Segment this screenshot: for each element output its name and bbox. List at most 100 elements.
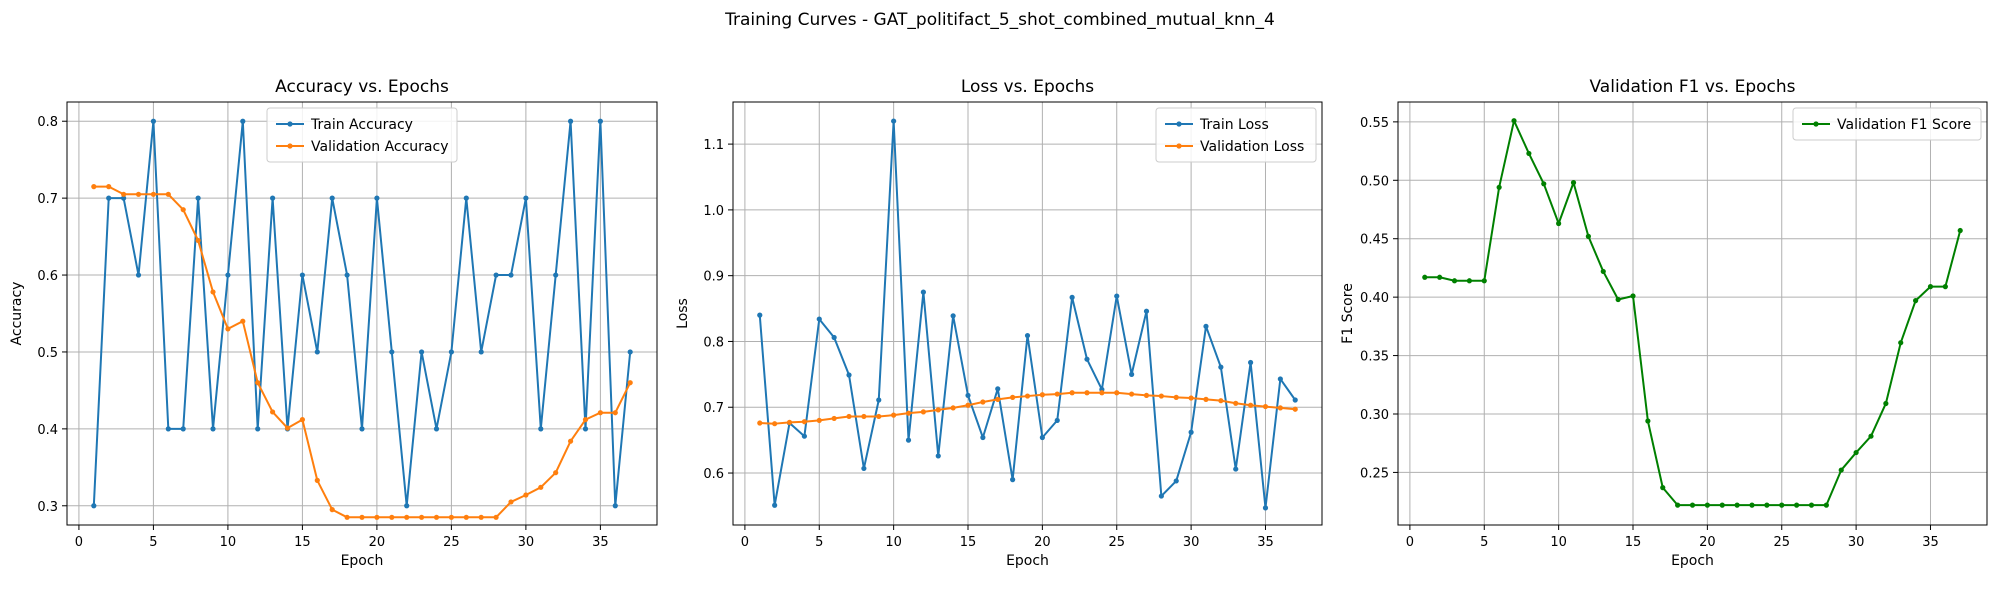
data-point — [1645, 418, 1651, 424]
data-point — [1218, 398, 1224, 404]
data-point — [567, 118, 574, 124]
data-point — [240, 318, 246, 324]
data-point — [1054, 417, 1060, 424]
data-point — [329, 507, 335, 513]
data-point — [1069, 294, 1075, 300]
data-point — [757, 312, 763, 318]
data-point — [861, 413, 867, 420]
data-point — [1233, 466, 1239, 472]
x-tick-label: 30 — [1848, 535, 1865, 550]
data-point — [374, 195, 380, 201]
plot-frame — [66, 101, 658, 526]
y-tick-label: 0.45 — [1360, 233, 1389, 248]
data-point — [225, 326, 231, 332]
data-point — [314, 477, 320, 483]
data-point — [1838, 467, 1844, 473]
data-point — [1600, 268, 1606, 275]
data-point — [195, 195, 201, 201]
data-point — [1292, 397, 1298, 403]
data-point — [1764, 502, 1770, 508]
data-point — [876, 397, 882, 403]
data-point — [1630, 293, 1636, 299]
data-point — [1794, 502, 1800, 508]
data-point — [135, 191, 142, 197]
data-point — [1466, 278, 1472, 284]
data-point — [418, 514, 425, 520]
data-point — [463, 514, 469, 520]
data-point — [121, 191, 127, 197]
data-point — [299, 272, 306, 278]
data-point — [627, 380, 633, 386]
data-point — [359, 514, 365, 520]
x-tick-label: 30 — [1183, 535, 1200, 550]
data-point — [523, 195, 529, 201]
data-point — [1203, 323, 1209, 329]
legend-box — [266, 107, 458, 163]
data-point — [980, 434, 986, 441]
data-point — [801, 419, 807, 425]
data-point — [1556, 220, 1562, 227]
data-point — [1262, 403, 1269, 410]
data-point — [1868, 433, 1874, 439]
data-point — [180, 426, 186, 432]
data-point — [891, 118, 897, 124]
grid — [733, 102, 1322, 525]
y-axis-label: F1 Score — [1340, 283, 1356, 344]
data-point — [1942, 284, 1948, 290]
data-point — [389, 514, 395, 520]
x-tick-label: 5 — [149, 535, 157, 550]
data-point — [1158, 493, 1164, 499]
x-tick-label: 15 — [1625, 535, 1642, 550]
data-point — [433, 514, 440, 520]
data-point — [861, 465, 867, 472]
data-point — [1143, 392, 1150, 399]
data-point — [1129, 371, 1135, 377]
legend-marker — [1176, 121, 1182, 127]
data-point — [418, 349, 425, 355]
data-point — [1749, 502, 1755, 508]
data-point — [1024, 332, 1031, 339]
data-point — [1957, 227, 1963, 234]
x-tick-label: 25 — [1773, 535, 1790, 550]
x-tick-label: 35 — [592, 535, 609, 550]
data-point — [1188, 395, 1194, 401]
data-point — [1898, 340, 1904, 346]
data-point — [1422, 274, 1428, 280]
data-point — [1188, 429, 1194, 435]
chart-title: Accuracy vs. Epochs — [275, 77, 449, 97]
data-point — [284, 425, 291, 431]
data-point — [1010, 394, 1016, 400]
data-point — [1719, 502, 1725, 508]
data-point — [150, 118, 157, 124]
legend-box — [1155, 107, 1317, 163]
data-point — [1262, 505, 1269, 511]
data-point — [1570, 180, 1577, 186]
data-point — [1823, 502, 1829, 508]
data-point — [106, 184, 112, 190]
x-tick-label: 30 — [518, 535, 535, 550]
data-point — [344, 514, 350, 520]
data-point — [567, 438, 574, 444]
data-point — [920, 289, 926, 295]
x-tick-label: 10 — [220, 535, 237, 550]
data-point — [210, 426, 216, 432]
data-point — [1173, 394, 1179, 400]
data-point — [905, 410, 912, 416]
data-point — [1084, 390, 1090, 396]
y-axis-label: Accuracy — [9, 282, 25, 346]
x-tick-label: 25 — [1108, 535, 1125, 550]
legend-marker — [1813, 121, 1819, 127]
y-tick-label: 0.25 — [1360, 466, 1389, 481]
data-point — [180, 207, 186, 213]
data-point — [433, 426, 440, 432]
y-tick-label: 0.30 — [1360, 408, 1389, 423]
data-point — [1734, 502, 1740, 508]
figure-title: Training Curves - GAT_politifact_5_shot_… — [725, 10, 1275, 30]
y-tick-label: 1.1 — [703, 138, 724, 153]
data-point — [1927, 284, 1934, 290]
legend-marker — [1176, 143, 1182, 149]
data-point — [508, 272, 514, 278]
x-tick-label: 0 — [741, 535, 749, 550]
